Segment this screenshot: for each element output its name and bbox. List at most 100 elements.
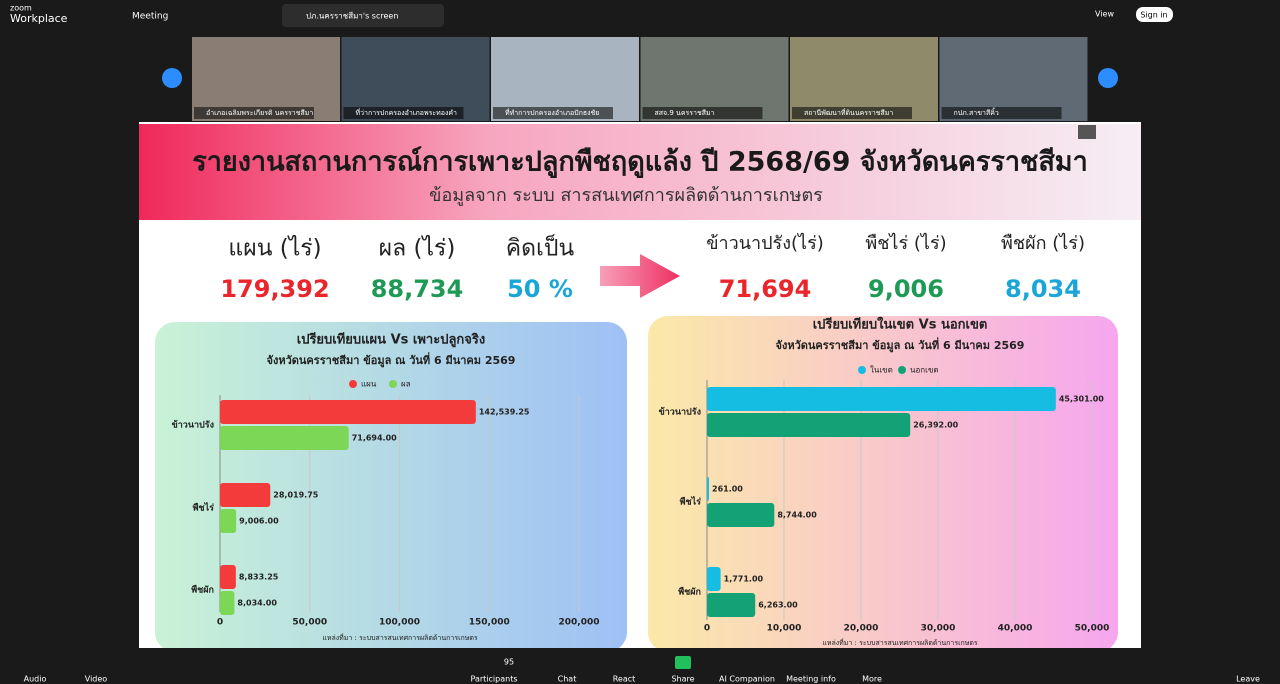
legend-label: นอกเขต: [910, 366, 939, 375]
name-bg: [642, 107, 763, 119]
stat-label: คิดเป็น: [506, 233, 575, 262]
slide-subtitle: ข้อมูลจาก ระบบ สารสนเทศการผลิตด้านการเกษ…: [429, 185, 823, 206]
legend-swatch: [898, 366, 906, 374]
stat-label: พืชไร่ (ไร่): [865, 232, 946, 254]
toolbar-ai[interactable]: AI Companion: [719, 675, 775, 684]
fullscreen-icon[interactable]: [1078, 125, 1096, 139]
x-tick-label: 50,000: [1075, 624, 1110, 634]
category-label: พืชไร่: [193, 502, 215, 514]
share-icon[interactable]: [675, 656, 691, 669]
share-tab-label[interactable]: ปภ.นครราชสีมา's screen: [306, 12, 398, 21]
value-label: 8,744.00: [777, 511, 817, 520]
legend-label: ผล: [401, 380, 411, 389]
name-bg: [194, 107, 314, 119]
stat-value: 71,694: [719, 275, 812, 303]
stat-label: พืชผัก (ไร่): [1001, 232, 1085, 254]
name-bg: [792, 107, 912, 119]
bar: [220, 426, 349, 450]
value-label: 71,694.00: [352, 434, 397, 443]
value-label: 1,771.00: [724, 575, 764, 584]
toolbar-participants[interactable]: Participants: [471, 675, 518, 684]
chart-title: เปรียบเทียบในเขต Vs นอกเขต: [813, 316, 988, 333]
x-tick-label: 200,000: [559, 618, 600, 628]
name-bg: [941, 107, 1062, 119]
toolbar-leave[interactable]: Leave: [1236, 675, 1260, 684]
bar: [707, 503, 775, 527]
bar: [220, 400, 476, 424]
participant-name: อำเภอเฉลิมพระเกียรติ นครราชสีมา: [206, 109, 313, 117]
next-page[interactable]: [1098, 68, 1118, 88]
category-label: ข้าวนาปรัง: [172, 420, 214, 431]
stat-label: ผล (ไร่): [379, 235, 456, 262]
value-label: 142,539.25: [479, 408, 530, 417]
x-tick-label: 20,000: [844, 624, 879, 634]
legend-label: แผน: [361, 380, 377, 389]
view[interactable]: View: [1095, 10, 1114, 19]
slide-header: [139, 124, 1141, 220]
value-label: 45,301.00: [1059, 395, 1104, 404]
share-tab[interactable]: [282, 4, 444, 27]
bar: [220, 591, 235, 615]
stat-label: แผน (ไร่): [228, 235, 321, 262]
legend-swatch: [349, 380, 357, 388]
value-label: 6,263.00: [758, 601, 798, 610]
x-tick-label: 30,000: [921, 624, 956, 634]
toolbar-audio[interactable]: Audio: [24, 675, 47, 684]
stat-value: 8,034: [1005, 275, 1081, 303]
stat-value: 50 %: [507, 275, 573, 303]
toolbar-chat[interactable]: Chat: [558, 675, 577, 684]
toolbar-video[interactable]: Video: [85, 675, 108, 684]
value-label: 261.00: [712, 485, 743, 494]
category-label: พืชไร่: [680, 496, 702, 508]
bar: [707, 593, 756, 617]
participant-name: ที่ว่าการปกครองอำเภอพระทองคำ: [356, 108, 458, 117]
source-note: แหล่งที่มา : ระบบสารสนเทศการผลิตด้านการเ…: [822, 638, 978, 647]
x-tick-label: 0: [217, 618, 223, 628]
toolbar: [0, 648, 1280, 684]
bar: [707, 413, 911, 437]
chart-subtitle: จังหวัดนครราชสีมา ข้อมูล ณ วันที่ 6 มีนา…: [267, 352, 516, 368]
prev-page[interactable]: [162, 68, 182, 88]
bar: [707, 567, 721, 591]
toolbar-more[interactable]: More: [862, 675, 882, 684]
sign-in-button[interactable]: [1136, 7, 1173, 22]
participant-name: สถานีพัฒนาที่ดินนครราชสีมา: [804, 108, 893, 117]
toolbar-info[interactable]: Meeting info: [786, 675, 836, 684]
category-label: พืชผัก: [678, 586, 701, 598]
arrow: [600, 254, 680, 298]
toolbar-react[interactable]: React: [613, 675, 636, 684]
source-note: แหล่งที่มา : ระบบสารสนเทศการผลิตด้านการเ…: [322, 633, 478, 642]
value-label: 9,006.00: [239, 517, 279, 526]
bar: [220, 483, 271, 507]
bar: [707, 387, 1056, 411]
legend-label: ในเขต: [870, 366, 893, 375]
toolbar-share[interactable]: Share: [671, 675, 694, 684]
participant-name: สสจ.9 นครราชสีมา: [655, 109, 715, 117]
x-tick-label: 50,000: [292, 618, 327, 628]
x-tick-label: 100,000: [379, 618, 420, 628]
x-tick-label: 40,000: [998, 624, 1033, 634]
category-label: พืชผัก: [191, 584, 214, 596]
stat-value: 9,006: [868, 275, 944, 303]
stat-value: 179,392: [220, 275, 329, 303]
product: Workplace: [10, 12, 68, 25]
category-label: ข้าวนาปรัง: [659, 407, 701, 418]
value-label: 28,019.75: [273, 491, 318, 500]
x-tick-label: 150,000: [469, 618, 510, 628]
name-bg: [493, 107, 613, 119]
stat-label: ข้าวนาปรัง(ไร่): [706, 232, 824, 254]
name-bg: [343, 107, 464, 119]
meeting[interactable]: Meeting: [132, 12, 168, 22]
sign-in[interactable]: Sign in: [1140, 11, 1167, 20]
x-tick-label: 10,000: [767, 624, 802, 634]
legend-swatch: [858, 366, 866, 374]
legend-swatch: [389, 380, 397, 388]
participant-count: 95: [504, 658, 514, 667]
participant-name: กปภ.สาขาสีคิ้ว: [954, 106, 999, 117]
bar: [220, 565, 236, 589]
value-label: 8,833.25: [239, 573, 279, 582]
bar: [707, 477, 710, 501]
brand: zoom: [10, 4, 32, 13]
